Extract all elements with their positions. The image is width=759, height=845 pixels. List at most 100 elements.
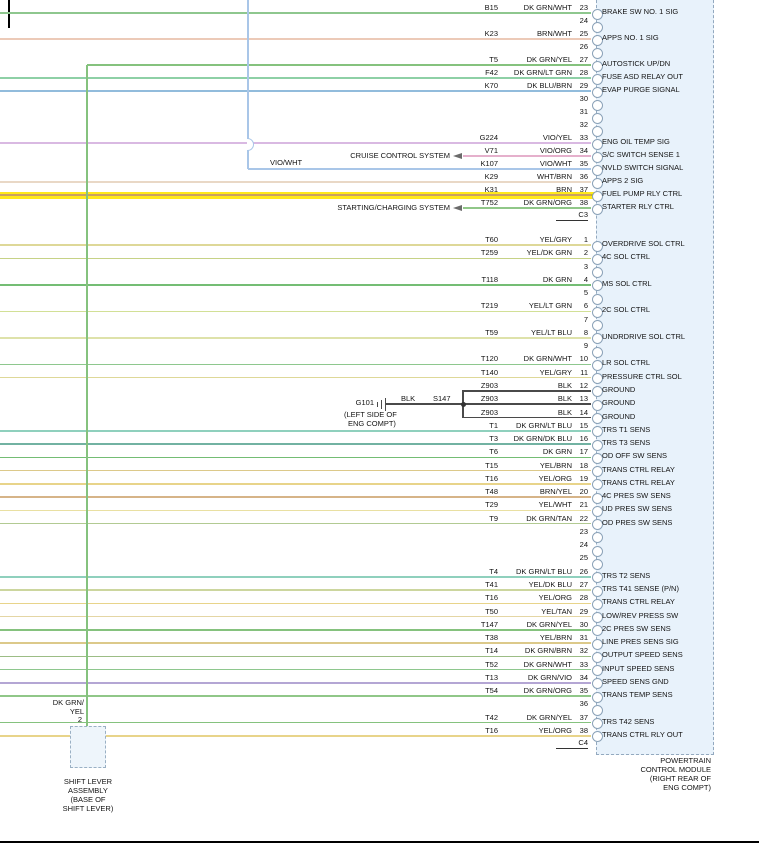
wire-riser-shift-lever[interactable] (86, 65, 88, 726)
wire-c4-pin18[interactable] (0, 469, 591, 472)
wire-c3-pin38[interactable] (463, 207, 591, 209)
pin-number: 26 (579, 42, 588, 51)
wire-c4-pin11[interactable] (0, 376, 591, 379)
wire-c4-pin2[interactable] (0, 257, 591, 260)
circuit-code: K107 (480, 159, 498, 168)
wire-c4-pin37[interactable] (0, 721, 591, 724)
circuit-code: B15 (484, 3, 498, 12)
circuit-code: T60 (485, 235, 498, 244)
wire-c4-pin27[interactable] (0, 589, 591, 591)
circuit-code: T4 (489, 566, 498, 576)
wire-c3-pin34[interactable] (463, 155, 591, 157)
signal-label: NVLD SWITCH SIGNAL (602, 163, 684, 172)
wire-c4-pin14[interactable] (463, 416, 591, 419)
pin-number: 34 (579, 146, 588, 155)
wire-c4-pin17[interactable] (0, 456, 591, 459)
pin-number: 23 (579, 3, 588, 12)
pin-number: 30 (579, 94, 588, 103)
wire-c4-pin22[interactable] (0, 522, 591, 525)
wire-c4-pin38[interactable] (0, 735, 591, 737)
offpage-arrow-icon (453, 204, 462, 211)
signal-label: TRS T1 SENS (602, 424, 651, 434)
pin-cavity-scallop-icon (591, 73, 603, 85)
wire-c3-pin36[interactable] (0, 181, 591, 183)
wire-c3-pin35[interactable] (248, 168, 591, 170)
signal-label: TRANS TEMP SENS (602, 690, 673, 700)
wire-c4-pin20[interactable] (0, 496, 591, 498)
wire-c3-pin23[interactable] (0, 12, 591, 14)
wire-c3-pin28[interactable] (0, 77, 591, 79)
pin-cavity-scallop-icon (591, 665, 603, 677)
pin-cavity-scallop-icon (591, 253, 603, 265)
signal-label: TRANS CTRL RELAY (602, 464, 675, 474)
wire-c4-pin1[interactable] (0, 244, 591, 246)
ground-feed-wire[interactable] (386, 403, 463, 405)
circuit-code: T6 (489, 447, 498, 457)
wire-c4-pin15[interactable] (0, 430, 591, 432)
signal-label: OUTPUT SPEED SENS (602, 650, 683, 660)
pin-cavity-scallop-icon (591, 704, 603, 716)
wire-riser-nvld[interactable] (247, 0, 249, 169)
wire-c4-pin31[interactable] (0, 642, 591, 644)
wire-c4-pin21[interactable] (0, 509, 591, 512)
pin-cavity-scallop-icon (591, 21, 603, 33)
wire-color-label: DK GRN/WHT (523, 3, 572, 12)
wire-c4-pin33[interactable] (0, 668, 591, 671)
pin-cavity-scallop-icon (591, 8, 603, 20)
wire-c4-pin28[interactable] (0, 602, 591, 605)
wire-color-label: DK GRN/VIO (527, 672, 572, 682)
wire-c3-pin37[interactable] (0, 194, 591, 196)
circuit-code: T16 (485, 593, 498, 603)
wire-c4-pin8[interactable] (0, 337, 591, 339)
wire-c4-pin12[interactable] (463, 390, 591, 392)
ground-symbol-icon (376, 401, 379, 407)
wire-color-callout-vio-wht: VIO/WHT (270, 158, 303, 167)
circuit-code: T118 (481, 274, 498, 284)
pin-cavity-scallop-icon (591, 558, 603, 570)
wire-c3-pin25[interactable] (0, 38, 591, 40)
pin-number: 36 (579, 172, 588, 181)
wire-c4-pin4[interactable] (0, 284, 591, 286)
wire-c4-pin10[interactable] (0, 363, 591, 366)
wire-c4-pin32[interactable] (0, 655, 591, 658)
wire-c4-pin29[interactable] (0, 615, 591, 618)
wire-color-label: BRN (556, 185, 572, 194)
pin-number: 22 (579, 513, 588, 523)
wire-color-label: DK GRN/WHT (523, 659, 572, 669)
circuit-code: F42 (485, 68, 498, 77)
wire-c4-pin16[interactable] (0, 443, 591, 445)
shift-lever-connector-box[interactable] (70, 726, 106, 768)
circuit-code: K29 (484, 172, 498, 181)
wire-c3-pin29[interactable] (0, 90, 591, 92)
wire-c4-pin35[interactable] (0, 695, 591, 697)
pin-cavity-scallop-icon (591, 346, 603, 358)
pin-number: 30 (579, 619, 588, 629)
wire-c4-pin19[interactable] (0, 483, 591, 485)
signal-label: TRANS CTRL RELAY (602, 477, 675, 487)
wire-c3-pin33[interactable] (0, 142, 591, 144)
connector-id-label: C3 (556, 210, 588, 221)
pin-number: 18 (579, 460, 588, 470)
wire-c4-pin34[interactable] (0, 682, 591, 684)
wire-c4-pin26[interactable] (0, 576, 591, 578)
wire-c3-pin27[interactable] (87, 64, 591, 66)
pin-cavity-scallop-icon (591, 651, 603, 663)
pin-cavity-scallop-icon (591, 598, 603, 610)
wire-c4-pin30[interactable] (0, 629, 591, 631)
wire-c4-pin6[interactable] (0, 310, 591, 313)
wire-color-callout-blk: BLK (401, 394, 416, 403)
wire-color-label: DK GRN (542, 447, 572, 457)
wire-color-label: DK GRN/TAN (526, 513, 572, 523)
pin-cavity-scallop-icon (591, 112, 603, 124)
pin-number: 3 (583, 261, 588, 271)
signal-label: 4C SOL CTRL (602, 252, 651, 262)
pin-cavity-scallop-icon (591, 625, 603, 637)
pcm-connector-box[interactable] (596, 0, 714, 755)
pin-cavity-scallop-icon (591, 34, 603, 46)
wire-c4-pin13[interactable] (463, 403, 591, 405)
circuit-code: T42 (485, 712, 498, 722)
circuit-code: T16 (485, 473, 498, 483)
splice-junction (460, 401, 466, 407)
wire-color-label: YEL/ORG (538, 473, 572, 483)
